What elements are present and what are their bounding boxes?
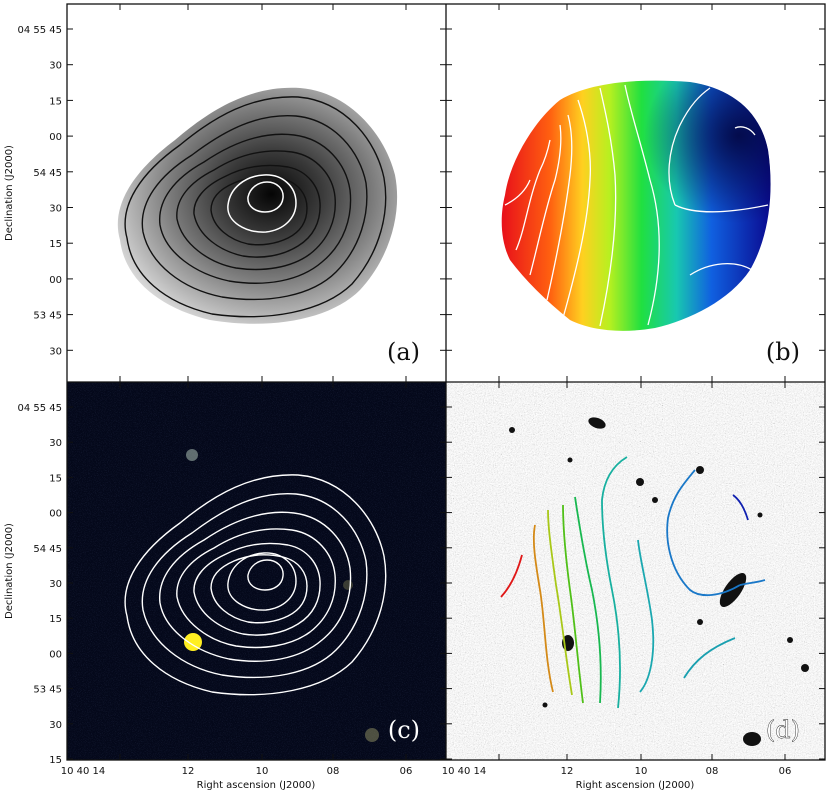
white-contours — [227, 174, 297, 233]
bright-yellow-source — [184, 633, 202, 651]
x-tick-label: 10 40 14 — [61, 766, 106, 777]
panel-b-label: (b) — [766, 338, 800, 366]
moment0-emission — [117, 87, 398, 324]
axis-tick-marks — [67, 4, 825, 760]
x-tick-label: 06 — [779, 766, 792, 777]
panel-a-label: (a) — [387, 338, 420, 366]
y-tick-label: 30 — [49, 438, 62, 449]
x-tick-label: 10 — [635, 766, 648, 777]
x-tick-label: 12 — [561, 766, 574, 777]
velocity-contours-colored — [500, 456, 766, 709]
x-tick-label: 10 40 14 — [442, 766, 487, 777]
x-tick-label: 10 — [256, 766, 269, 777]
isovelocity-contours — [504, 84, 769, 327]
x-tick-label: 08 — [706, 766, 719, 777]
y-tick-label: 54 45 — [33, 168, 62, 179]
x-tick-label: 12 — [182, 766, 195, 777]
y-tick-label: 00 — [49, 132, 62, 143]
y-tick-label: 15 — [49, 614, 62, 625]
y-tick-label: 15 — [49, 755, 62, 766]
x-axis-label-right: Right ascension (J2000) — [576, 780, 695, 791]
y-tick-label: 30 — [49, 204, 62, 215]
y-tick-label: 15 — [49, 239, 62, 250]
panel-d-label: (d) — [766, 716, 800, 744]
y-tick-label: 15 — [49, 96, 62, 107]
optical-galaxies — [509, 417, 809, 746]
y-tick-label: 53 45 — [33, 311, 62, 322]
y-tick-label: 15 — [49, 473, 62, 484]
y-tick-label: 30 — [49, 720, 62, 731]
panel-b: (b) — [446, 4, 825, 382]
y-tick-label: 00 — [49, 275, 62, 286]
y-tick-label: 30 — [49, 579, 62, 590]
black-contours — [124, 96, 387, 318]
y-tick-label: 04 55 45 — [17, 403, 62, 414]
panel-c-label: (c) — [388, 716, 420, 744]
y-tick-labels-bottom: 04 55 45 30 15 00 54 45 30 15 00 53 45 30 15 — [17, 403, 62, 766]
x-tick-labels-right: 10 40 14 12 10 08 06 — [442, 766, 792, 777]
panel-frames — [66, 3, 826, 761]
y-tick-label: 04 55 45 — [17, 25, 62, 36]
panel-d: (d) — [446, 382, 825, 760]
panel-a: (a) — [67, 4, 446, 382]
y-tick-label: 30 — [49, 61, 62, 72]
y-axis-label-bottom: Declination (J2000) — [4, 523, 15, 619]
y-tick-label: 54 45 — [33, 544, 62, 555]
y-tick-label: 30 — [49, 346, 62, 357]
y-tick-label: 53 45 — [33, 685, 62, 696]
overlay-contours — [124, 474, 387, 696]
x-tick-label: 06 — [400, 766, 413, 777]
y-tick-labels-top: 04 55 45 30 15 00 54 45 30 15 00 53 45 30 — [17, 25, 62, 357]
panel-c: (c) — [67, 382, 446, 760]
y-tick-label: 00 — [49, 509, 62, 520]
x-tick-label: 08 — [327, 766, 340, 777]
x-axis-label-left: Right ascension (J2000) — [197, 780, 316, 791]
y-axis-label-top: Declination (J2000) — [4, 145, 15, 241]
y-tick-label: 00 — [49, 649, 62, 660]
x-tick-labels-left: 10 40 14 12 10 08 06 — [61, 766, 413, 777]
